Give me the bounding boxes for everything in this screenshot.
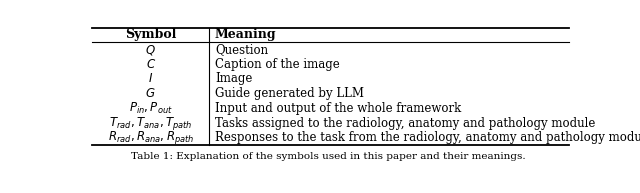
Text: $G$: $G$ [145,87,156,100]
Text: Question: Question [215,43,268,56]
Text: Caption of the image: Caption of the image [215,58,340,71]
Text: $R_{rad}, R_{ana}, R_{path}$: $R_{rad}, R_{ana}, R_{path}$ [108,129,194,146]
Text: $C$: $C$ [146,58,156,71]
Text: Responses to the task from the radiology, anatomy and pathology module: Responses to the task from the radiology… [215,131,640,144]
Text: $I$: $I$ [148,73,154,85]
Text: $P_{in}, P_{out}$: $P_{in}, P_{out}$ [129,101,173,116]
Text: Guide generated by LLM: Guide generated by LLM [215,87,364,100]
Text: Image: Image [215,73,252,85]
Text: Meaning: Meaning [215,28,276,41]
Text: Table 1: Explanation of the symbols used in this paper and their meanings.: Table 1: Explanation of the symbols used… [131,152,525,161]
Text: $Q$: $Q$ [145,43,156,57]
Text: Input and output of the whole framework: Input and output of the whole framework [215,102,461,115]
Text: $T_{rad}, T_{ana}, T_{path}$: $T_{rad}, T_{ana}, T_{path}$ [109,114,193,131]
Text: Tasks assigned to the radiology, anatomy and pathology module: Tasks assigned to the radiology, anatomy… [215,117,595,130]
Text: Symbol: Symbol [125,28,177,41]
